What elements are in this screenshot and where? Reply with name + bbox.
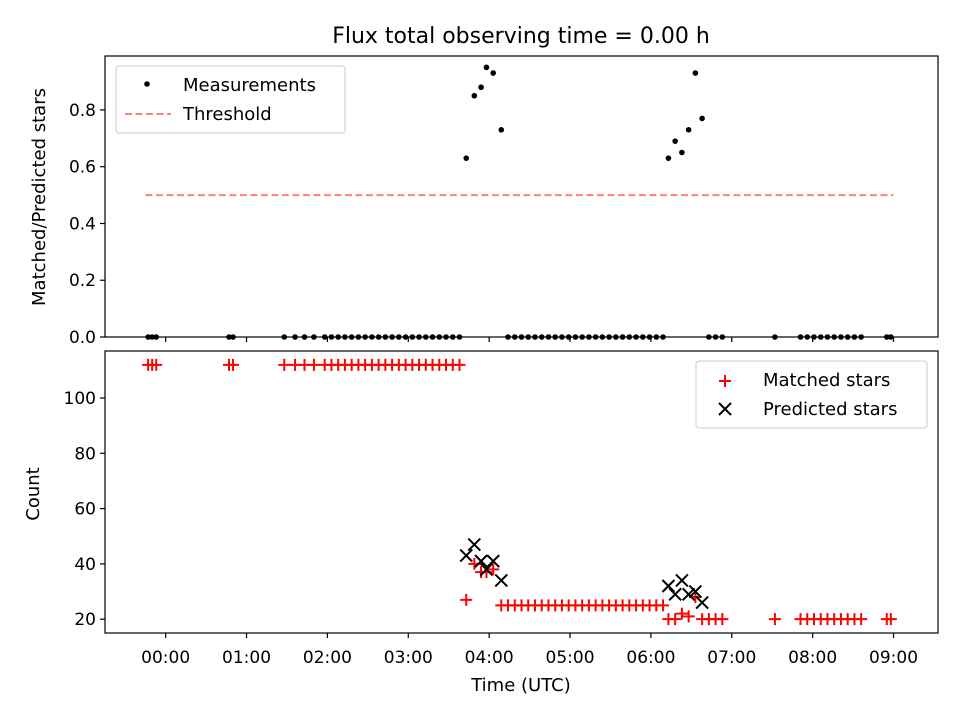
matched-star-point: [460, 593, 473, 606]
matched-star-point: [675, 607, 688, 620]
chart-title: Flux total observing time = 0.00 h: [332, 24, 710, 49]
measurement-point: [685, 126, 692, 133]
measurement-point: [463, 155, 470, 161]
top-axes-frame: [104, 55, 939, 338]
bottom-ytick-label: 80: [74, 444, 96, 464]
legend-marker-predicted-stars: [718, 402, 732, 416]
legend-label-measurements: Measurements: [183, 75, 316, 96]
bottom-legend-box: [695, 360, 928, 429]
predicted-star-point: [467, 537, 482, 552]
xtick-label: 09:00: [869, 648, 918, 668]
bottom-ytick-label: 100: [64, 389, 96, 409]
predicted-star-point: [668, 587, 682, 602]
measurement-point: [483, 64, 490, 71]
predicted-star-point: [688, 584, 703, 599]
top-ytick-label: 0.8: [69, 101, 96, 121]
predicted-star-point: [695, 595, 709, 610]
matched-star-point: [480, 566, 493, 579]
measurement-point: [665, 155, 672, 161]
predicted-star-point: [681, 587, 696, 602]
top-ytick-label: 0.2: [69, 271, 96, 291]
top-y-axis-label: Matched/Predicted stars: [29, 88, 50, 306]
xtick-label: 07:00: [707, 648, 756, 668]
predicted-star-point: [486, 554, 500, 568]
xtick-label: 00:00: [141, 648, 190, 668]
bottom-y-axis-label: Count: [23, 467, 44, 520]
predicted-star-point: [459, 548, 473, 563]
x-axis-label: Time (UTC): [470, 675, 571, 696]
bottom-ytick-label: 40: [74, 555, 96, 575]
matched-star-point: [453, 358, 466, 371]
bottom-ytick-label: 20: [74, 610, 96, 630]
measurement-point: [490, 70, 496, 76]
matched-star-point: [682, 610, 695, 623]
measurement-point: [692, 70, 699, 76]
legend-marker-matched-stars: [719, 375, 731, 387]
xtick-label: 08:00: [788, 648, 837, 668]
bottom-marks: [142, 358, 897, 626]
predicted-star-point: [661, 579, 676, 593]
bottom-ytick-label: 60: [74, 500, 96, 520]
matched-star-point: [227, 358, 240, 371]
bottom-legend: Matched stars Predicted stars: [695, 360, 928, 429]
xtick-label: 02:00: [303, 648, 352, 668]
matched-star-point: [669, 613, 682, 626]
matched-star-point: [278, 358, 291, 371]
matched-star-point: [884, 613, 897, 626]
matched-star-point: [855, 613, 868, 626]
xtick-label: 05:00: [546, 648, 595, 668]
xtick-label: 03:00: [384, 648, 433, 668]
xtick-label: 06:00: [626, 648, 675, 668]
matched-star-point: [657, 599, 670, 612]
matched-star-point: [716, 613, 729, 626]
legend-marker-measurements: [144, 81, 150, 87]
legend-label-threshold: Threshold: [182, 104, 272, 125]
measurement-point: [471, 92, 478, 99]
bottom-panel: 20 40 60 80 100 00:00 01:00 02:00 03:00 04:00 05:…: [23, 350, 939, 696]
legend-label-predicted-stars: Predicted stars: [763, 399, 897, 420]
top-legend-box: [115, 65, 346, 134]
top-ytick-label: 0.0: [69, 328, 96, 348]
predicted-star-point: [474, 554, 488, 568]
predicted-star-point: [479, 562, 494, 577]
predicted-star-point: [494, 573, 508, 588]
xtick-label: 01:00: [222, 648, 271, 668]
matched-star-point: [768, 613, 781, 626]
measurement-point: [679, 149, 685, 156]
measurement-point: [498, 126, 505, 133]
matched-star-point: [487, 563, 500, 576]
bottom-xticks: 00:00 01:00 02:00 03:00 04:00 05:00 06:00 07:00…: [141, 633, 918, 668]
bottom-yticks: 20 40 60 80 100: [64, 389, 105, 630]
top-legend: Measurements Threshold: [115, 65, 346, 134]
matched-star-point: [150, 358, 163, 371]
top-ytick-label: 0.6: [69, 158, 96, 178]
top-panel: 0.00.20.40.60.8 Matched/Predicted stars …: [29, 55, 939, 348]
bottom-axes-frame: [104, 350, 939, 634]
measurement-point: [672, 138, 678, 144]
top-xticks: [165, 337, 895, 342]
predicted-star-point: [675, 573, 689, 588]
xtick-label: 04:00: [465, 648, 514, 668]
legend-label-matched-stars: Matched stars: [763, 370, 890, 391]
measurement-point: [699, 115, 705, 122]
measurement-point: [478, 84, 484, 91]
top-ytick-label: 0.4: [69, 214, 96, 234]
matched-star-point: [307, 358, 320, 371]
top-yticks: 0.0 0.2 0.4 0.6 0.8: [69, 101, 105, 348]
